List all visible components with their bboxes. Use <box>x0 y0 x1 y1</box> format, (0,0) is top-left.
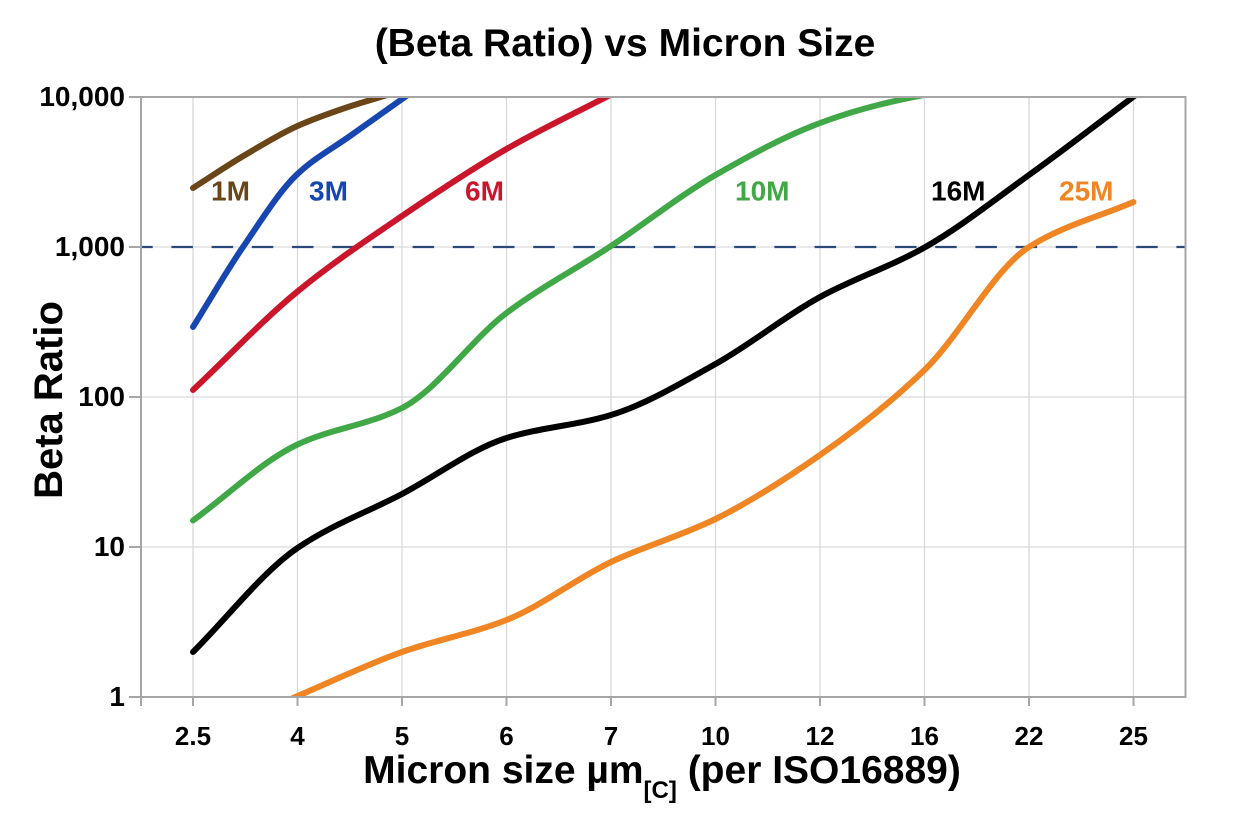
svg-text:10: 10 <box>701 721 730 751</box>
svg-text:3M: 3M <box>309 176 348 207</box>
svg-text:6M: 6M <box>465 176 504 207</box>
svg-text:16: 16 <box>910 721 939 751</box>
svg-text:25M: 25M <box>1059 176 1113 207</box>
svg-text:22: 22 <box>1015 721 1044 751</box>
svg-text:100: 100 <box>78 381 125 412</box>
svg-text:16M: 16M <box>931 176 985 207</box>
svg-text:12: 12 <box>806 721 835 751</box>
svg-text:10: 10 <box>94 531 125 562</box>
svg-text:10M: 10M <box>735 176 789 207</box>
svg-text:7: 7 <box>604 721 618 751</box>
svg-text:1,000: 1,000 <box>55 231 125 262</box>
svg-text:1: 1 <box>109 681 125 712</box>
svg-text:(Beta Ratio) vs Micron Size: (Beta Ratio) vs Micron Size <box>375 22 876 65</box>
svg-text:1M: 1M <box>211 176 250 207</box>
svg-text:5: 5 <box>395 721 409 751</box>
svg-text:2.5: 2.5 <box>175 721 211 751</box>
svg-text:6: 6 <box>499 721 513 751</box>
svg-text:4: 4 <box>290 721 305 751</box>
svg-text:Beta Ratio: Beta Ratio <box>27 301 71 499</box>
svg-text:10,000: 10,000 <box>39 81 125 112</box>
svg-text:25: 25 <box>1119 721 1148 751</box>
